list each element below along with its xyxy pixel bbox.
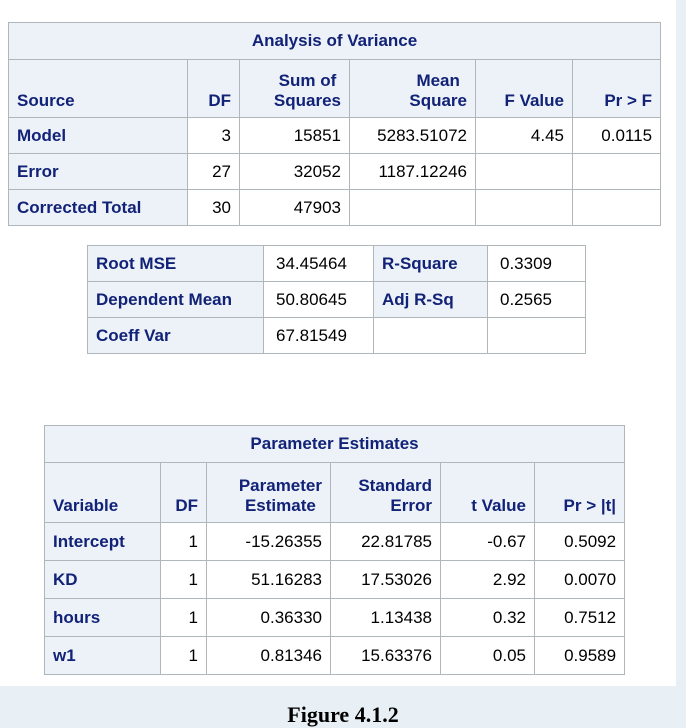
table-row: Corrected Total 30 47903: [8, 189, 662, 226]
cell-df: 1: [160, 560, 207, 599]
header-pr-f: Pr > F: [571, 59, 662, 118]
cell-p: 0.0115: [571, 117, 662, 154]
cell-p: 0.9589: [533, 636, 626, 675]
header-source: Source: [8, 59, 188, 118]
cell-value: 67.81549: [263, 317, 374, 354]
row-label: Coeff Var: [87, 317, 264, 354]
row-label: Error: [8, 153, 188, 190]
figure-caption: Figure 4.1.2: [287, 702, 399, 727]
cell-df: 1: [160, 522, 207, 561]
table-row: KD 1 51.16283 17.53026 2.92 0.0070: [44, 560, 626, 599]
table-row: hours 1 0.36330 1.13438 0.32 0.7512: [44, 598, 626, 637]
right-margin-strip: [676, 0, 686, 716]
cell-estimate: 0.36330: [206, 598, 331, 637]
cell-f: [475, 189, 573, 226]
table-row: Coeff Var 67.81549: [87, 317, 586, 354]
cell-t: 2.92: [440, 560, 535, 599]
cell-std-error: 1.13438: [330, 598, 441, 637]
cell-df: 3: [187, 117, 240, 154]
cell-p: 0.7512: [533, 598, 626, 637]
row-label: Intercept: [44, 522, 161, 561]
cell-value: 50.80645: [263, 281, 374, 318]
params-title: Parameter Estimates: [43, 425, 626, 463]
cell-std-error: 17.53026: [330, 560, 441, 599]
header-df: DF: [187, 59, 240, 118]
row-label: w1: [44, 636, 161, 675]
header-df: DF: [160, 462, 207, 523]
cell-f: 4.45: [475, 117, 573, 154]
cell-estimate: -15.26355: [206, 522, 331, 561]
cell-df: 1: [160, 598, 207, 637]
row-label: Root MSE: [87, 245, 264, 282]
cell-ms: 5283.51072: [349, 117, 476, 154]
header-pr-t: Pr > |t|: [533, 462, 626, 523]
cell-value: 0.2565: [487, 281, 586, 318]
fit-statistics-table: Root MSE 34.45464 R-Square 0.3309 Depend…: [87, 245, 586, 354]
cell-df: 27: [187, 153, 240, 190]
cell-estimate: 51.16283: [206, 560, 331, 599]
empty-cell: [487, 317, 586, 354]
cell-estimate: 0.81346: [206, 636, 331, 675]
row-label: Model: [8, 117, 188, 154]
header-standard-error: Standard Error: [330, 462, 441, 523]
header-f-value: F Value: [475, 59, 573, 118]
row-label: Adj R-Sq: [373, 281, 488, 318]
cell-df: 1: [160, 636, 207, 675]
row-label: Corrected Total: [8, 189, 188, 226]
cell-p: [571, 153, 662, 190]
output-panel: Analysis of Variance Source DF Sum of Squ…: [0, 0, 676, 686]
header-mean-square: Mean Square: [349, 59, 476, 118]
cell-value: 34.45464: [263, 245, 374, 282]
cell-std-error: 15.63376: [330, 636, 441, 675]
cell-ss: 15851: [239, 117, 350, 154]
cell-ms: [349, 189, 476, 226]
table-row: Root MSE 34.45464 R-Square 0.3309: [87, 245, 586, 282]
cell-p: [571, 189, 662, 226]
cell-f: [475, 153, 573, 190]
anova-title: Analysis of Variance: [7, 22, 662, 60]
row-label: KD: [44, 560, 161, 599]
table-row: Error 27 32052 1187.12246: [8, 153, 662, 190]
row-label: Dependent Mean: [87, 281, 264, 318]
row-label: hours: [44, 598, 161, 637]
cell-ms: 1187.12246: [349, 153, 476, 190]
table-row: w1 1 0.81346 15.63376 0.05 0.9589: [44, 636, 626, 675]
cell-ss: 32052: [239, 153, 350, 190]
header-parameter-estimate: Parameter Estimate: [206, 462, 331, 523]
header-variable: Variable: [44, 462, 161, 523]
anova-table: Analysis of Variance Source DF Sum of Squ…: [7, 22, 662, 226]
table-row: Model 3 15851 5283.51072 4.45 0.0115: [8, 117, 662, 154]
header-t-value: t Value: [440, 462, 535, 523]
cell-p: 0.5092: [533, 522, 626, 561]
table-row: Intercept 1 -15.26355 22.81785 -0.67 0.5…: [44, 522, 626, 561]
cell-p: 0.0070: [533, 560, 626, 599]
cell-std-error: 22.81785: [330, 522, 441, 561]
parameter-estimates-table: Parameter Estimates Variable DF Paramete…: [43, 425, 626, 675]
empty-cell: [373, 317, 488, 354]
cell-ss: 47903: [239, 189, 350, 226]
cell-t: -0.67: [440, 522, 535, 561]
row-label: R-Square: [373, 245, 488, 282]
cell-t: 0.32: [440, 598, 535, 637]
cell-df: 30: [187, 189, 240, 226]
cell-value: 0.3309: [487, 245, 586, 282]
table-row: Dependent Mean 50.80645 Adj R-Sq 0.2565: [87, 281, 586, 318]
header-sum-of-squares: Sum of Squares: [239, 59, 350, 118]
cell-t: 0.05: [440, 636, 535, 675]
